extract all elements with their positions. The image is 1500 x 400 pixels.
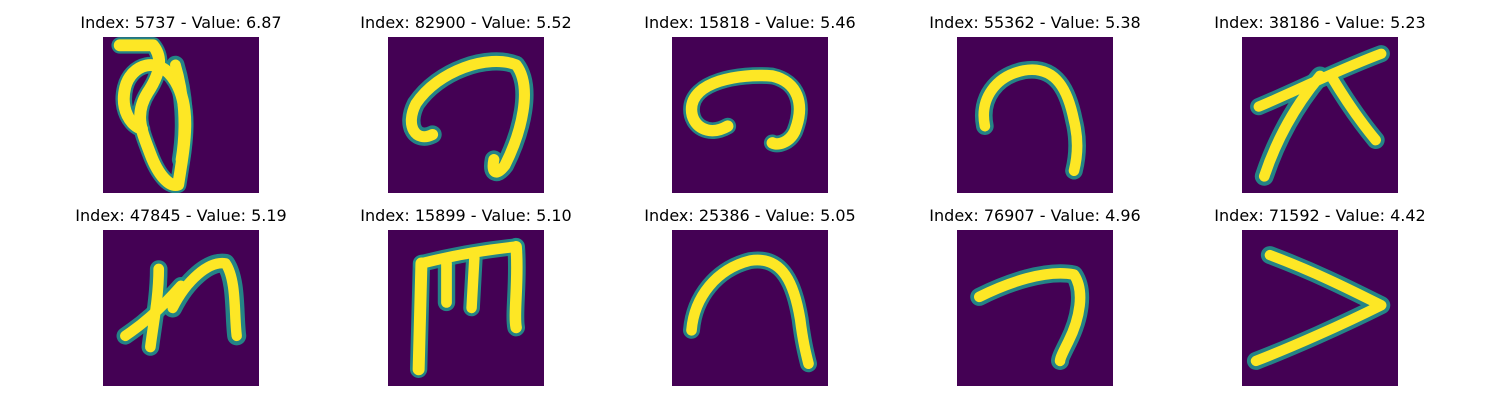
panel-title: Index: 15899 - Value: 5.10: [360, 206, 572, 225]
image-panel: Index: 38186 - Value: 5.23: [1178, 14, 1462, 204]
digit-image-svg: [957, 230, 1113, 386]
digit-image-svg: [1242, 230, 1398, 386]
image-panel: Index: 25386 - Value: 5.05: [608, 207, 892, 397]
digit-image: [388, 230, 544, 386]
digit-image: [1242, 230, 1398, 386]
stroke-core: [1250, 249, 1387, 367]
panel-title: Index: 15818 - Value: 5.46: [644, 13, 856, 32]
panel-title: Index: 25386 - Value: 5.05: [644, 206, 856, 225]
stroke-core: [466, 252, 480, 314]
stroke-core: [1258, 70, 1326, 182]
image-background: [957, 230, 1113, 386]
digit-image-svg: [103, 37, 259, 193]
stroke-core: [170, 59, 190, 165]
stroke-core: [973, 268, 1086, 367]
stroke-core: [416, 241, 522, 269]
stroke-core: [685, 69, 806, 150]
image-panel: Index: 55362 - Value: 5.38: [893, 14, 1177, 204]
image-panel: Index: 5737 - Value: 6.87: [39, 14, 323, 204]
image-panel: Index: 71592 - Value: 4.42: [1178, 207, 1462, 397]
panel-title: Index: 5737 - Value: 6.87: [80, 13, 282, 32]
image-panel: Index: 15899 - Value: 5.10: [324, 207, 608, 397]
image-panel: Index: 47845 - Value: 5.19: [39, 207, 323, 397]
stroke-core: [113, 39, 192, 191]
panel-title: Index: 71592 - Value: 4.42: [1214, 206, 1426, 225]
panel-title: Index: 38186 - Value: 5.23: [1214, 13, 1426, 32]
digit-image: [103, 37, 259, 193]
panel-title: Index: 76907 - Value: 4.96: [929, 206, 1141, 225]
digit-image-svg: [388, 230, 544, 386]
digit-image-svg: [388, 37, 544, 193]
digit-image: [957, 230, 1113, 386]
digit-image: [388, 37, 544, 193]
stroke-core: [405, 56, 530, 178]
stroke-core: [686, 254, 814, 370]
panel-title: Index: 55362 - Value: 5.38: [929, 13, 1141, 32]
stroke-core: [1325, 70, 1382, 146]
digit-image: [1242, 37, 1398, 193]
stroke-core: [978, 64, 1083, 177]
digit-image-svg: [672, 37, 828, 193]
digit-image-svg: [672, 230, 828, 386]
stroke-core: [509, 240, 523, 334]
stroke-core: [145, 263, 165, 353]
digit-image: [103, 230, 259, 386]
panel-title: Index: 82900 - Value: 5.52: [360, 13, 572, 32]
digit-image: [957, 37, 1113, 193]
digit-image-svg: [1242, 37, 1398, 193]
digit-image-svg: [103, 230, 259, 386]
panel-title: Index: 47845 - Value: 5.19: [75, 206, 287, 225]
digit-image: [672, 37, 828, 193]
image-panel: Index: 76907 - Value: 4.96: [893, 207, 1177, 397]
digit-image: [672, 230, 828, 386]
image-panel: Index: 82900 - Value: 5.52: [324, 14, 608, 204]
stroke-core: [412, 257, 428, 376]
stroke-core: [167, 258, 242, 342]
digit-image-svg: [957, 37, 1113, 193]
image-panel: Index: 15818 - Value: 5.46: [608, 14, 892, 204]
